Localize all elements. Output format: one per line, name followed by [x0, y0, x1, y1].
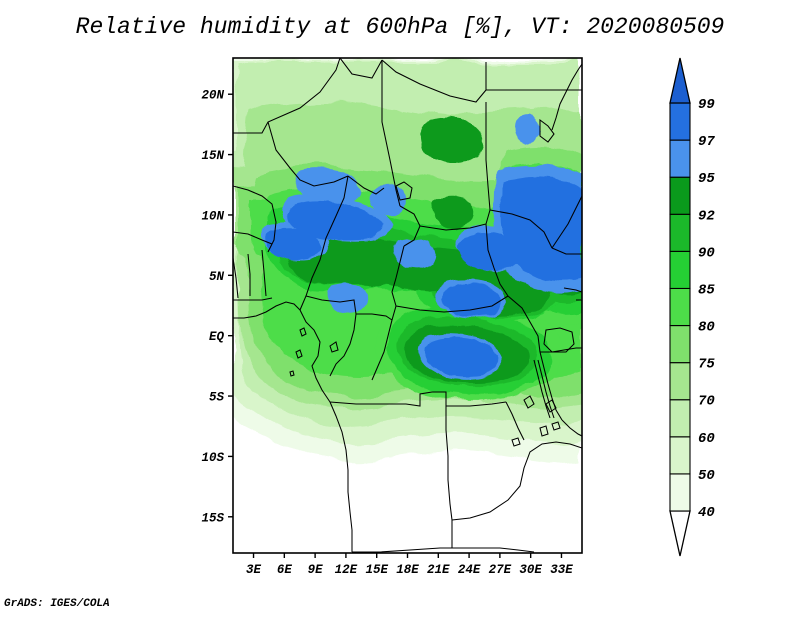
- colorbar-extend-high: [669, 57, 691, 104]
- latitude-label: 15N: [201, 149, 224, 163]
- longitude-label: 3E: [246, 563, 262, 577]
- longitude-label: 12E: [335, 563, 358, 577]
- longitude-label: 15E: [365, 563, 388, 577]
- country-borders: [233, 58, 582, 553]
- colorbar-band: [669, 287, 691, 327]
- humidity-field: [233, 58, 582, 553]
- colorbar-band: [669, 176, 691, 215]
- colorbar-tick-label: 97: [698, 134, 715, 150]
- colorbar-band: [669, 362, 691, 401]
- colorbar-tick-label: 70: [698, 394, 715, 410]
- colorbar-band: [669, 213, 691, 252]
- colorbar-tick-label: 92: [698, 208, 715, 224]
- colorbar-band: [669, 250, 691, 290]
- latitude-label: 5S: [209, 391, 225, 405]
- longitude-label: 27E: [489, 563, 512, 577]
- colorbar-band: [669, 324, 691, 364]
- colorbar-band: [669, 399, 691, 438]
- colorbar-extend-low: [669, 510, 691, 557]
- longitude-axis: 3E 6E 9E 12E 15E 18E 21E 24E 27E 30E 33E: [246, 553, 573, 577]
- colorbar-tick-label: 75: [698, 357, 715, 373]
- colorbar-band: [669, 473, 691, 512]
- longitude-label: 6E: [277, 563, 293, 577]
- latitude-label: 20N: [201, 89, 224, 103]
- page-title: Relative humidity at 600hPa [%], VT: 202…: [75, 14, 725, 40]
- credit-text: GrADS: IGES/COLA: [4, 598, 110, 610]
- latitude-label: 5N: [209, 270, 225, 284]
- longitude-label: 33E: [550, 563, 573, 577]
- latitude-label: EQ: [209, 330, 225, 344]
- colorbar-band: [669, 102, 691, 141]
- colorbar-tick-label: 95: [698, 171, 715, 187]
- colorbar-band: [669, 139, 691, 178]
- longitude-label: 21E: [427, 563, 450, 577]
- longitude-label: 18E: [396, 563, 419, 577]
- latitude-axis: 20N 15N 10N 5N EQ 5S 10S 15S: [201, 89, 233, 525]
- colorbar-tick-label: 90: [698, 245, 715, 261]
- latitude-label: 10S: [201, 451, 224, 465]
- colorbar-tick-label: 85: [698, 282, 715, 298]
- longitude-label: 9E: [308, 563, 324, 577]
- colorbar-tick-label: 99: [698, 97, 715, 113]
- latitude-label: 10N: [201, 209, 224, 223]
- colorbar-tick-label: 80: [698, 320, 715, 336]
- colorbar-tick-label: 50: [698, 468, 715, 484]
- colorbar-band: [669, 436, 691, 475]
- longitude-label: 30E: [519, 563, 542, 577]
- latitude-label: 15S: [201, 511, 224, 525]
- longitude-label: 24E: [458, 563, 481, 577]
- colorbar-tick-label: 60: [698, 431, 715, 447]
- colorbar-tick-label: 40: [698, 505, 715, 521]
- colorbar: 40 50 60 70 75 80 85 90 92 95 97 99: [669, 57, 715, 557]
